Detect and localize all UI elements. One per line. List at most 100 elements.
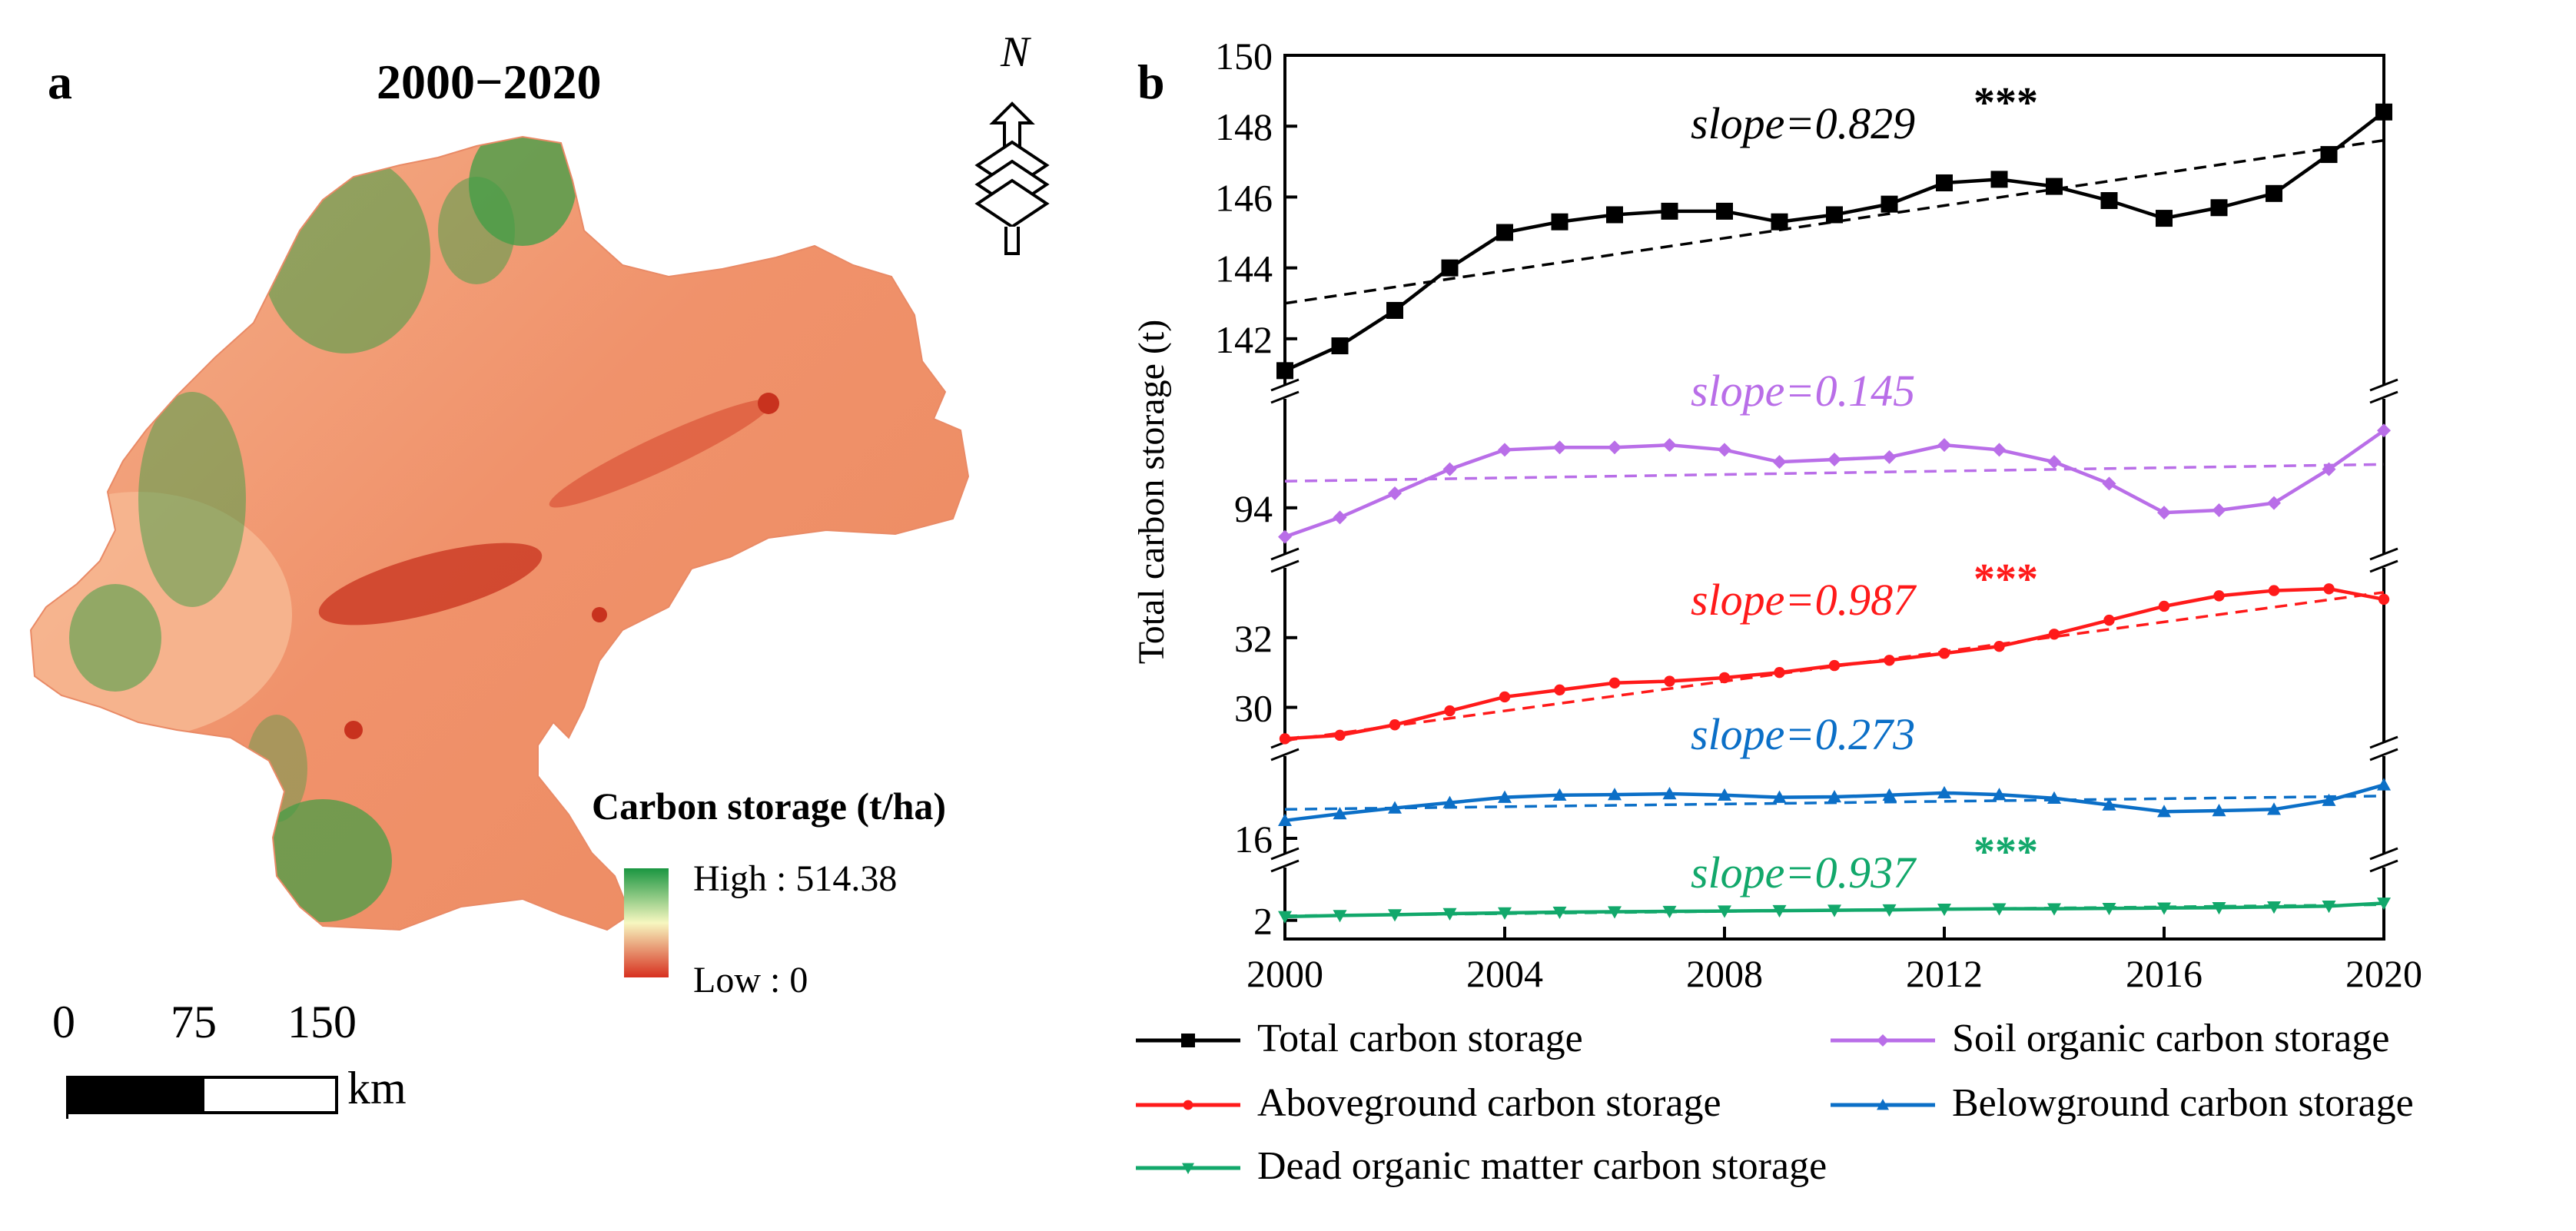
data-point [1606, 206, 1623, 224]
y-tick-label: 2 [1253, 900, 1273, 943]
x-tick-label: 2020 [2345, 952, 2422, 995]
data-point [1827, 453, 1841, 466]
axis-break-mark [1270, 559, 1300, 573]
data-point [1608, 906, 1622, 919]
data-point [1608, 677, 1621, 688]
data-point [2213, 590, 2225, 602]
data-point [1551, 213, 1569, 231]
slope-label: slope=0.145 [1691, 366, 1915, 416]
y-tick-label: 30 [1234, 687, 1273, 730]
data-point [2158, 600, 2170, 612]
legend-entry: Soil organic carbon storage [1952, 1017, 2389, 1060]
data-point [1828, 659, 1841, 672]
data-point [1386, 301, 1403, 319]
map-title: 2000−2020 [377, 55, 602, 109]
data-point [1333, 807, 1347, 820]
data-point [2377, 898, 2391, 911]
axis-break-mark [2369, 547, 2398, 561]
data-point [2047, 903, 2061, 916]
data-point [2322, 901, 2336, 914]
data-point [1279, 733, 1291, 745]
data-point [1276, 362, 1293, 380]
data-point [2320, 146, 2338, 164]
data-point [2100, 192, 2118, 210]
carbon-storage-map [30, 136, 969, 931]
data-point [1442, 795, 1457, 808]
legend-marker [1181, 1034, 1195, 1047]
data-point [1936, 174, 1953, 191]
data-point [1992, 443, 2007, 457]
axis-break-mark [1270, 378, 1300, 392]
panel-a-letter: a [48, 55, 72, 109]
data-point [2046, 178, 2063, 195]
axis-break-mark [2369, 735, 2398, 749]
data-point [1881, 195, 1898, 213]
north-arrow-icon [974, 101, 1050, 255]
data-point [1662, 438, 1677, 453]
data-point [1331, 337, 1349, 355]
axis-break-mark [1270, 547, 1300, 561]
x-tick-label: 2004 [1466, 952, 1543, 995]
y-tick-label: 16 [1234, 818, 1273, 861]
scale-tick [66, 1105, 68, 1119]
data-point [1938, 648, 1950, 659]
data-point [2102, 476, 2116, 491]
data-point [1496, 224, 1513, 241]
scale-label-75: 75 [171, 997, 217, 1047]
data-point [1499, 691, 1511, 703]
data-point [2102, 798, 2116, 811]
data-point [1498, 907, 1512, 920]
significance-stars: *** [1973, 828, 2038, 876]
axis-break-mark [1270, 390, 1300, 404]
data-point [2267, 901, 2281, 914]
scale-bar-black [66, 1076, 207, 1114]
data-point [2047, 455, 2061, 470]
data-point [1552, 906, 1567, 920]
scale-unit: km [347, 1063, 407, 1113]
legend-marker [1182, 1163, 1194, 1174]
data-point [1771, 213, 1788, 231]
data-point [1882, 904, 1897, 917]
data-point [1333, 510, 1347, 525]
data-point [1333, 910, 1347, 923]
trend-line [1284, 591, 2385, 742]
data-point [1992, 788, 2007, 801]
y-axis-label: Total carbon storage (t) [1131, 320, 1172, 664]
series-line [1284, 110, 2385, 373]
data-point [1552, 788, 1567, 801]
data-point [2048, 629, 2060, 640]
data-point [1498, 790, 1512, 803]
trend-line [1284, 463, 2385, 483]
axis-break-mark [2369, 390, 2398, 404]
trend-line [1284, 138, 2385, 305]
x-tick-label: 2000 [1247, 952, 1323, 995]
data-point [2267, 496, 2281, 510]
y-tick-label: 94 [1234, 487, 1273, 530]
legend-entry: Total carbon storage [1257, 1017, 1583, 1060]
y-tick-label: 150 [1215, 35, 1273, 78]
data-point [1827, 904, 1841, 917]
data-point [1990, 171, 2008, 188]
map-legend-colorbar [624, 868, 669, 977]
data-point [1662, 787, 1677, 800]
data-point [1388, 909, 1402, 922]
data-point [2266, 184, 2282, 202]
data-point [1554, 684, 1565, 696]
axis-break-mark [1270, 859, 1300, 873]
legend-entry: Dead organic matter carbon storage [1257, 1144, 1827, 1188]
x-tick-label: 2012 [1906, 952, 1983, 995]
data-point [1937, 903, 1951, 917]
scale-bar-white [201, 1076, 338, 1114]
slope-label: slope=0.273 [1691, 709, 1915, 759]
significance-stars: *** [1973, 556, 2038, 603]
data-point [1993, 640, 2005, 652]
data-point [2377, 423, 2391, 438]
data-point [2212, 902, 2226, 915]
data-point [1937, 438, 1951, 453]
data-point [1718, 443, 1731, 457]
slope-label: slope=0.829 [1691, 98, 1915, 148]
data-point [1278, 529, 1292, 544]
data-point [1278, 813, 1292, 826]
map-legend-title: Carbon storage (t/ha) [592, 785, 947, 828]
